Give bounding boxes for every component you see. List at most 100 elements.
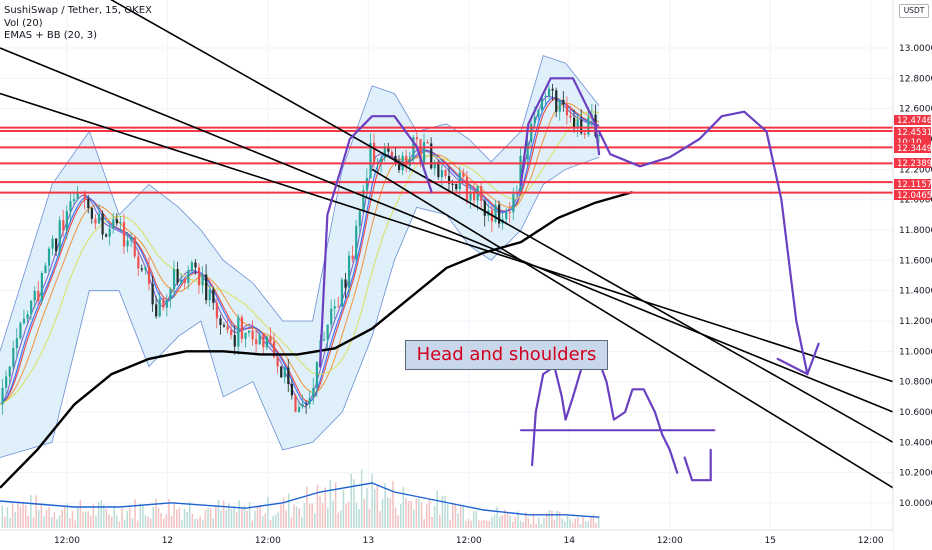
candle-body	[469, 191, 472, 201]
annotation-head-and-shoulders[interactable]: Head and shoulders	[405, 340, 608, 370]
volume-bar	[256, 506, 259, 528]
volume-bar	[462, 504, 464, 528]
price-axis-tick: 10.4000	[899, 438, 932, 448]
volume-bar	[248, 502, 251, 528]
volume-bar	[259, 505, 261, 528]
volume-bar	[230, 509, 233, 528]
volume-bar	[139, 503, 142, 528]
volume-bar	[355, 502, 358, 528]
price-axis-tick: 10.8000	[899, 378, 932, 388]
candle-body	[94, 218, 97, 224]
candle-body	[147, 266, 151, 284]
candle-body	[415, 137, 419, 140]
projection-path	[598, 110, 809, 376]
price-axis[interactable]: 13.000012.800012.600012.400012.200012.00…	[892, 0, 932, 550]
candle-body	[544, 96, 547, 98]
volume-bar	[493, 514, 496, 528]
candle-body	[165, 299, 169, 308]
volume-bar	[439, 514, 441, 528]
candle-body	[551, 88, 554, 91]
volume-bar	[27, 515, 30, 528]
volume-bar	[243, 505, 246, 528]
volume-bar	[569, 519, 571, 528]
volume-bar	[45, 509, 48, 528]
candlestick-series	[1, 83, 601, 415]
candle-body	[383, 148, 386, 158]
volume-bar	[97, 501, 100, 528]
volume-bar	[53, 512, 56, 528]
volume-bar	[470, 520, 472, 528]
candle-body	[337, 306, 340, 308]
candle-body	[444, 170, 447, 176]
candle-body	[372, 142, 376, 165]
candle-body	[187, 270, 190, 284]
volume-bar	[48, 507, 50, 528]
volume-bar	[381, 498, 384, 528]
candle-body	[315, 362, 319, 388]
candle-body	[183, 279, 186, 284]
volume-bar	[264, 513, 267, 528]
price-axis-tick: 10.0000	[899, 499, 932, 509]
volume-bar	[527, 518, 530, 528]
candle-body	[512, 193, 515, 213]
volume-bar	[431, 516, 433, 528]
price-axis-tick: 11.8000	[899, 226, 932, 236]
candle-body	[280, 366, 283, 378]
currency-badge[interactable]: USDT	[899, 4, 929, 18]
candle-body	[458, 172, 461, 190]
volume-bar	[105, 508, 108, 528]
candle-body	[380, 157, 383, 163]
horizontal-levels[interactable]	[0, 126, 893, 194]
volume-bar	[14, 512, 17, 528]
candle-body	[330, 308, 333, 325]
volume-bar	[274, 514, 277, 528]
candle-body	[230, 330, 233, 336]
time-axis-tick: 12:00	[456, 536, 482, 546]
volume-bar	[571, 522, 574, 528]
time-axis-bg	[0, 530, 893, 550]
volume-bar	[9, 517, 11, 528]
volume-bar	[517, 511, 519, 528]
head-shoulders-arc	[519, 77, 601, 186]
volume-bar	[149, 518, 152, 528]
volume-bar	[371, 473, 373, 528]
volume-bar	[587, 521, 590, 528]
volume-bar	[77, 505, 79, 528]
candle-body	[83, 193, 86, 200]
candle-body	[397, 162, 401, 171]
volume-bar	[116, 515, 118, 528]
candle-body	[30, 300, 33, 315]
candle-body	[133, 237, 136, 257]
volume-bar	[157, 507, 160, 528]
candle-body	[344, 279, 347, 288]
volume-bar	[92, 504, 95, 528]
volume-bar	[209, 508, 212, 528]
candle-body	[462, 172, 465, 177]
volume-bar	[134, 499, 136, 528]
volume-indicator-label[interactable]: Vol (20)	[4, 18, 43, 29]
time-axis[interactable]: 12:00 12 12:00 13 12:00 14 12:00 15 12:00	[0, 529, 893, 550]
volume-bar	[525, 512, 527, 528]
candle-body	[419, 139, 422, 164]
volume-bar	[386, 496, 389, 528]
candle-body	[119, 222, 122, 224]
candle-body	[533, 116, 536, 124]
volume-bar	[376, 486, 379, 528]
candle-body	[426, 141, 429, 144]
candle-body	[362, 190, 365, 212]
candle-body	[112, 219, 115, 229]
volume-bar	[233, 507, 235, 528]
candle-body	[140, 268, 143, 270]
time-axis-tick: 12	[162, 536, 173, 546]
volume-bar	[327, 507, 329, 528]
volume-bar	[165, 514, 168, 528]
volume-bar	[241, 507, 243, 528]
ema-indicator-label[interactable]: EMAS + BB (20, 3)	[4, 30, 98, 41]
symbol-title[interactable]: SushiSwap / Tether, 15, OKEX	[4, 5, 152, 16]
candle-body	[519, 155, 522, 193]
trendlines[interactable]	[0, 0, 894, 489]
volume-bar	[532, 513, 535, 528]
candle-body	[76, 192, 79, 200]
volume-bar	[558, 511, 561, 528]
